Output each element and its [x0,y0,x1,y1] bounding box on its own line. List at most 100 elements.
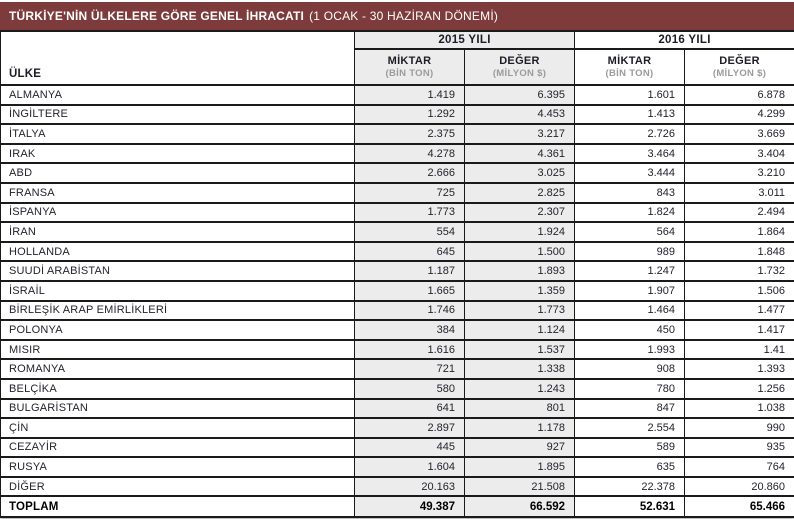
sub-header-unit: (BİN TON) [605,67,654,79]
value-cell: 4.278 [354,142,465,165]
total-label: TOPLAM [0,495,355,519]
value-cell: 764 [684,456,794,478]
value-cell: 1.864 [684,221,794,243]
value-cell: 1.500 [463,240,576,263]
country-cell: BULGARİSTAN [0,397,355,420]
column-group-2015: 2015 YILI [353,30,576,50]
value-cell: 1.506 [684,279,794,302]
value-cell: 3.217 [463,123,576,145]
year-header-row: ÜLKE 2015 YILI 2016 YILI [0,30,794,86]
value-cell: 641 [354,397,465,420]
country-cell: HOLLANDA [0,240,355,263]
country-cell: İSRAİL [0,279,355,302]
value-cell: 847 [574,397,686,420]
value-cell: 1.243 [463,377,576,400]
value-cell: 2.494 [684,201,794,224]
title-bar: TÜRKİYE'NİN ÜLKELERE GÖRE GENEL İHRACATI… [0,2,794,30]
country-cell: IRAK [0,142,355,165]
value-cell: 450 [574,319,686,341]
value-cell: 1.773 [463,299,576,322]
value-cell: 554 [354,221,465,243]
table-row: İTALYA 2.375 3.217 2.726 3.669 [0,123,794,145]
value-cell: 990 [684,417,794,439]
value-cell: 1.419 [354,84,465,106]
sub-header-label: DEĞER [499,54,540,67]
value-cell: 1.773 [354,201,465,224]
country-cell: POLONYA [0,319,355,341]
table-row: ALMANYA 1.419 6.395 1.601 6.878 [0,84,794,106]
value-cell: 3.444 [574,162,686,184]
column-header-miktar-2015: MİKTAR (BİN TON) [354,48,465,86]
value-cell: 1.616 [354,338,465,361]
total-row: TOPLAM 49.387 66.592 52.631 65.466 [0,495,794,519]
country-cell: SUUDİ ARABİSTAN [0,260,355,282]
table-row: ROMANYA 721 1.338 908 1.393 [0,358,794,380]
value-cell: 1.417 [684,319,794,341]
country-cell: RUSYA [0,456,355,478]
country-cell: ALMANYA [0,84,355,106]
table-row: IRAK 4.278 4.361 3.464 3.404 [0,142,794,165]
value-cell: 2.825 [463,181,576,204]
country-cell: İTALYA [0,123,355,145]
country-cell: BELÇİKA [0,377,355,400]
table-row: BULGARİSTAN 641 801 847 1.038 [0,397,794,420]
value-cell: 1.292 [354,103,465,126]
value-cell: 1.124 [463,319,576,341]
country-cell: İNGİLTERE [0,103,355,126]
value-cell: 1.393 [684,358,794,380]
value-cell: 1.256 [684,377,794,400]
value-cell: 384 [354,319,465,341]
column-header-deger-2016: DEĞER (MİLYON $) [684,48,794,86]
value-cell: 3.025 [463,162,576,184]
column-header-miktar-2016: MİKTAR (BİN TON) [574,48,686,86]
value-cell: 1.893 [463,260,576,282]
table-row: BELÇİKA 580 1.243 780 1.256 [0,377,794,400]
value-cell: 927 [463,436,576,459]
value-cell: 1.338 [463,358,576,380]
value-cell: 1.187 [354,260,465,282]
column-group-2016: 2016 YILI [574,30,794,50]
value-cell: 1.038 [684,397,794,420]
value-cell: 3.210 [684,162,794,184]
value-cell: 564 [574,221,686,243]
column-header-country: ÜLKE [0,30,355,86]
value-cell: 635 [574,456,686,478]
sub-header-label: MİKTAR [387,54,432,67]
value-cell: 6.878 [684,84,794,106]
country-cell: ÇİN [0,417,355,439]
value-cell: 1.732 [684,260,794,282]
table-row: İNGİLTERE 1.292 4.453 1.413 4.299 [0,103,794,126]
table-row: MISIR 1.616 1.537 1.993 1.41 [0,338,794,361]
table-row: İSRAİL 1.665 1.359 1.907 1.506 [0,279,794,302]
table-row: BİRLEŞİK ARAP EMİRLİKLERİ 1.746 1.773 1.464… [0,299,794,322]
value-cell: 2.554 [574,417,686,439]
value-cell: 2.307 [463,201,576,224]
country-cell: DİĞER [0,475,355,498]
value-cell: 6.395 [463,84,576,106]
value-cell: 908 [574,358,686,380]
country-cell: İSPANYA [0,201,355,224]
value-cell: 1.178 [463,417,576,439]
sub-header-unit: (BİN TON) [385,67,434,79]
value-cell: 589 [574,436,686,459]
value-cell: 1.601 [574,84,686,106]
value-cell: 1.247 [574,260,686,282]
country-cell: MISIR [0,338,355,361]
value-cell: 2.726 [574,123,686,145]
value-cell: 1.895 [463,456,576,478]
total-value-cell: 52.631 [574,495,686,519]
value-cell: 2.897 [354,417,465,439]
table-row: DİĞER 20.163 21.508 22.378 20.860 [0,475,794,498]
value-cell: 580 [354,377,465,400]
country-cell: FRANSA [0,181,355,204]
value-cell: 1.537 [463,338,576,361]
table-row: CEZAYİR 445 927 589 935 [0,436,794,459]
value-cell: 22.378 [574,475,686,498]
value-cell: 2.666 [354,162,465,184]
value-cell: 1.604 [354,456,465,478]
value-cell: 3.011 [684,181,794,204]
table-row: ABD 2.666 3.025 3.444 3.210 [0,162,794,184]
value-cell: 989 [574,240,686,263]
value-cell: 1.924 [463,221,576,243]
